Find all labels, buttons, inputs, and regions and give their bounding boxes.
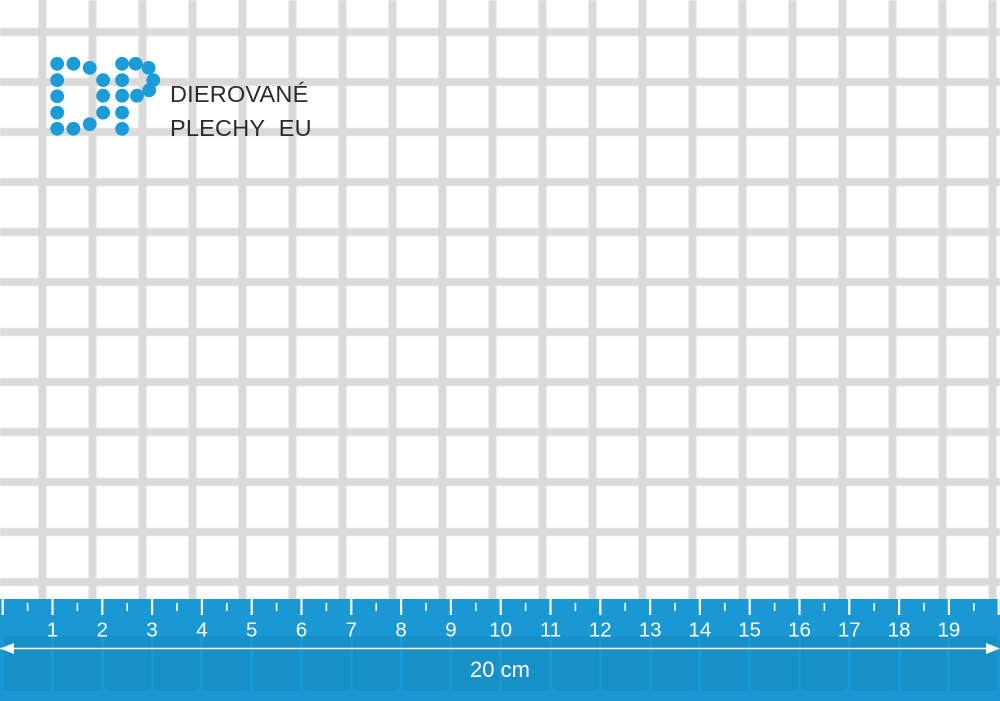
svg-text:8: 8 [395, 619, 406, 642]
svg-text:11: 11 [540, 619, 561, 642]
svg-text:1: 1 [47, 619, 58, 642]
svg-text:4: 4 [196, 619, 207, 642]
svg-text:7: 7 [346, 619, 357, 642]
svg-text:17: 17 [838, 619, 861, 642]
svg-text:12: 12 [589, 619, 612, 642]
svg-text:9: 9 [445, 619, 456, 642]
svg-text:15: 15 [738, 619, 761, 642]
svg-text:6: 6 [296, 619, 307, 642]
svg-text:19: 19 [937, 619, 960, 642]
svg-text:14: 14 [688, 619, 711, 642]
svg-text:16: 16 [788, 619, 811, 642]
svg-text:13: 13 [639, 619, 662, 642]
svg-text:5: 5 [246, 619, 257, 642]
svg-text:20 cm: 20 cm [470, 657, 530, 682]
svg-text:2: 2 [97, 619, 108, 642]
svg-text:3: 3 [146, 619, 157, 642]
svg-text:18: 18 [888, 619, 911, 642]
svg-text:10: 10 [489, 619, 512, 642]
